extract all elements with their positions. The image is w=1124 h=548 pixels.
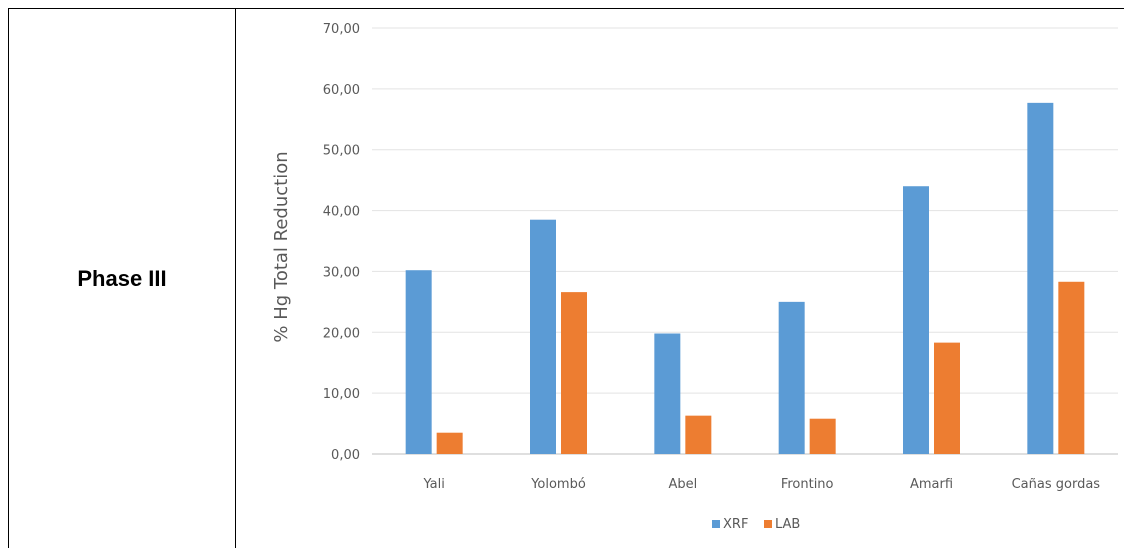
- y-tick-label: 50,00: [323, 144, 360, 159]
- y-axis-label: % Hg Total Reduction: [271, 151, 292, 342]
- x-tick-label: Amarfi: [910, 477, 953, 492]
- bar-lab: [685, 415, 712, 454]
- y-axis-ticks: 0,00 10,00 20,00 30,00 40,00 50,00 60,00 70,00: [323, 22, 360, 463]
- legend-label: LAB: [775, 517, 800, 532]
- legend: XRF LAB: [712, 517, 800, 532]
- phase-cell: Phase III: [8, 8, 236, 548]
- phase-label: Phase III: [77, 265, 167, 291]
- legend-swatch-xrf: [712, 520, 720, 528]
- bar-lab: [809, 418, 836, 454]
- bar-xrf: [405, 270, 432, 454]
- x-tick-label: Yali: [422, 477, 444, 492]
- x-tick-label: Yolombó: [530, 477, 586, 492]
- bar-xrf: [654, 333, 681, 454]
- y-tick-label: 70,00: [323, 22, 360, 37]
- bar-xrf: [778, 301, 805, 454]
- bar-lab: [436, 432, 463, 454]
- x-tick-label: Cañas gordas: [1012, 477, 1101, 492]
- bar-lab: [561, 292, 587, 454]
- bar-xrf: [530, 219, 556, 454]
- bar-lab: [934, 342, 960, 454]
- y-tick-label: 10,00: [323, 387, 360, 402]
- y-tick-label: 30,00: [323, 265, 360, 280]
- y-tick-label: 60,00: [323, 83, 360, 98]
- x-tick-label: Abel: [668, 477, 697, 492]
- chart-cell: [236, 8, 1124, 548]
- bar-lab: [1058, 281, 1085, 454]
- bar-xrf: [903, 186, 929, 454]
- bar-xrf: [1027, 102, 1054, 455]
- legend-swatch-lab: [764, 520, 772, 528]
- y-tick-label: 40,00: [323, 205, 360, 220]
- bars: [405, 102, 1085, 455]
- x-tick-label: Frontino: [781, 477, 834, 492]
- y-tick-label: 0,00: [331, 448, 360, 463]
- legend-label: XRF: [723, 517, 748, 532]
- y-tick-label: 20,00: [323, 326, 360, 341]
- x-axis-ticks: Yali Yolombó Abel Frontino Amarfi Cañas gorda…: [422, 477, 1100, 492]
- gridlines: [372, 27, 1118, 455]
